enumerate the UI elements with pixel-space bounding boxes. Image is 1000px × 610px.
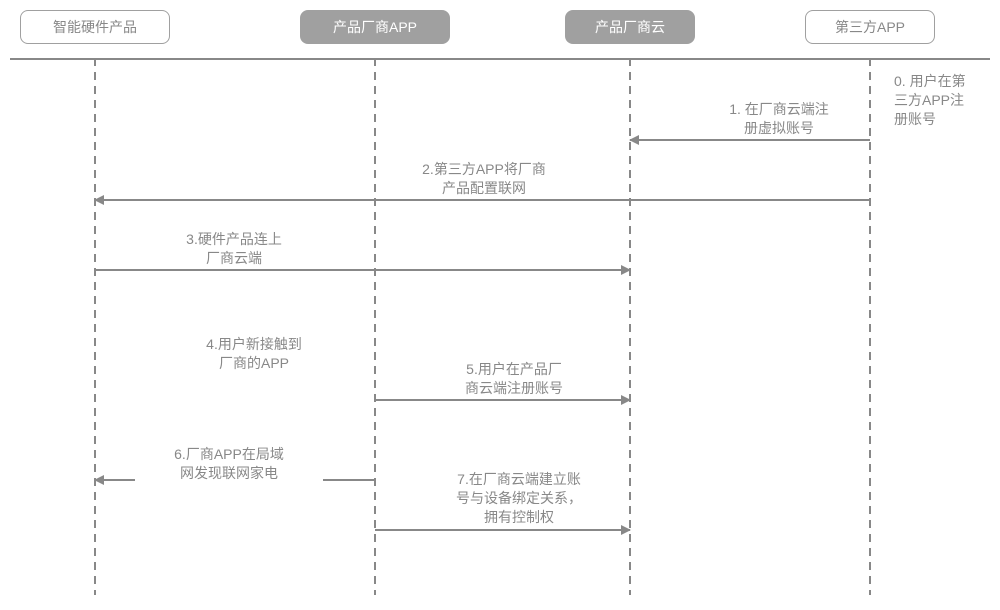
participant-label: 智能硬件产品 (53, 17, 137, 37)
message-label-m5: 5.用户在产品厂 商云端注册账号 (430, 360, 598, 398)
message-label-m3: 3.硬件产品连上 厂商云端 (150, 230, 318, 268)
participant-hw: 智能硬件产品 (20, 10, 170, 44)
message-label-m2: 2.第三方APP将厂商 产品配置联网 (380, 160, 588, 198)
message-label-m4: 4.用户新接触到 厂商的APP (170, 335, 338, 373)
sequence-diagram: 智能硬件产品 产品厂商APP 产品厂商云 第三方APP 0. 用户在第 三方APP注 册… (0, 0, 1000, 610)
participant-label: 第三方APP (835, 17, 905, 37)
message-label-m6: 6.厂商APP在局域 网发现联网家电 (135, 445, 323, 483)
message-label-m7: 7.在厂商云端建立账 号与设备绑定关系， 拥有控制权 (420, 470, 618, 527)
participant-label: 产品厂商APP (333, 17, 417, 37)
participant-mapp: 产品厂商APP (300, 10, 450, 44)
message-label-m1: 1. 在厂商云端注 册虚拟账号 (695, 100, 863, 138)
top-rule (10, 58, 990, 60)
participant-tapp: 第三方APP (805, 10, 935, 44)
participant-label: 产品厂商云 (595, 17, 665, 37)
participant-mcloud: 产品厂商云 (565, 10, 695, 44)
message-label-m0: 0. 用户在第 三方APP注 册账号 (890, 72, 998, 129)
